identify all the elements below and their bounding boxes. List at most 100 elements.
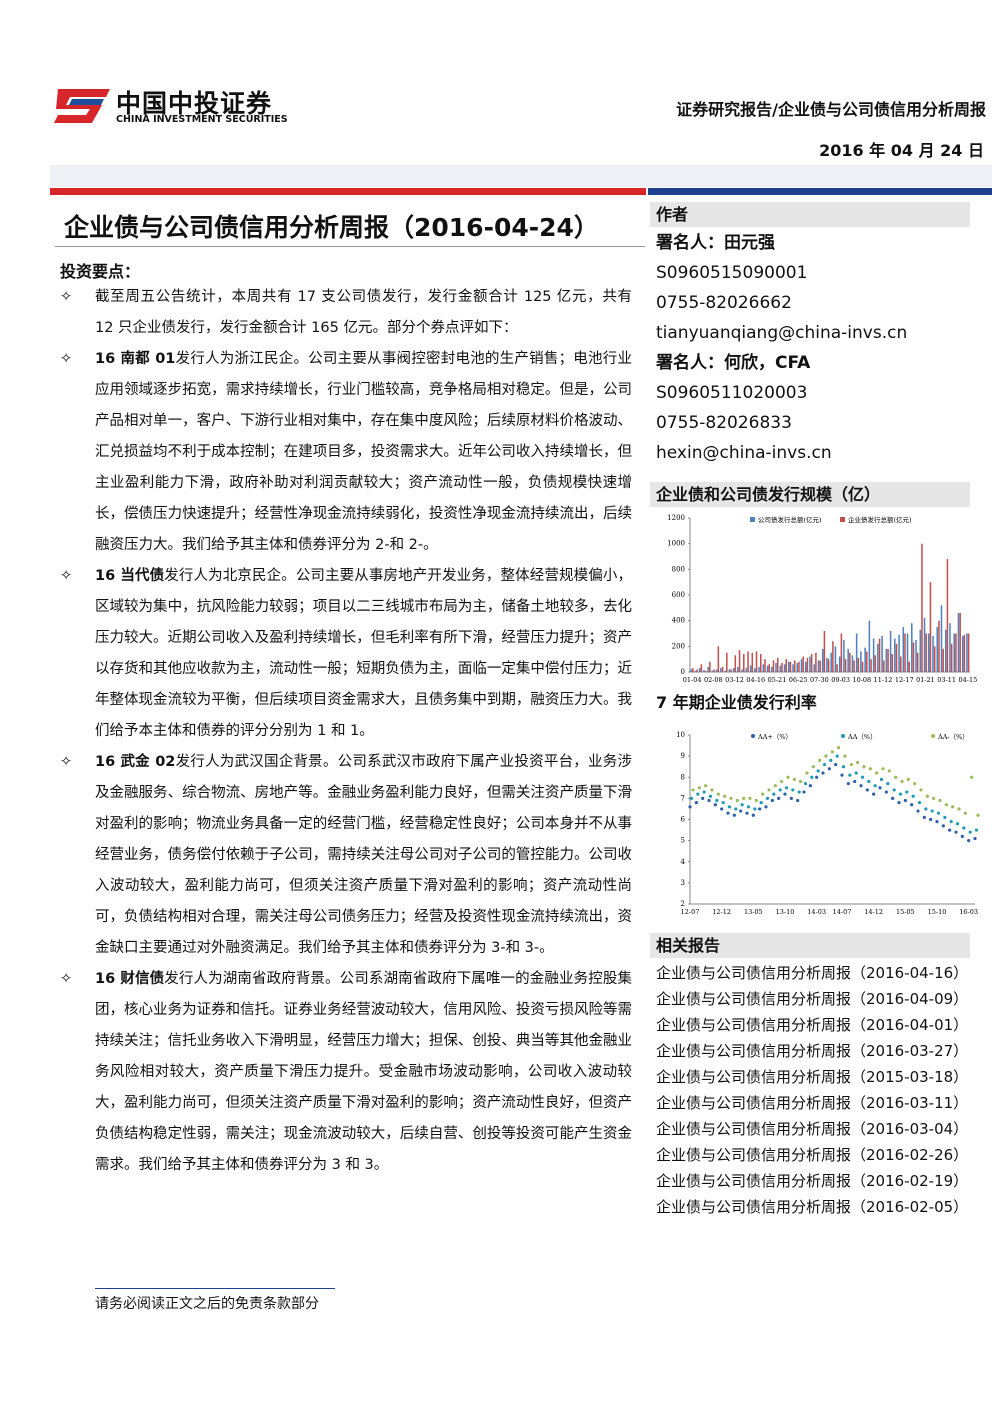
point [713, 803, 717, 807]
legend-label: 企业债发行总额(亿元) [848, 515, 912, 524]
point [957, 807, 961, 811]
point [778, 788, 782, 792]
bar [953, 633, 955, 672]
y-tick-label: 6 [681, 816, 686, 824]
point [786, 775, 790, 779]
author-phone: 0755-82026833 [656, 413, 792, 433]
y-tick-label: 1200 [667, 514, 685, 522]
point [919, 788, 923, 792]
point [796, 798, 800, 803]
bar [963, 634, 966, 672]
point [867, 779, 871, 784]
author-email: tianyuanqiang@china-invs.cn [656, 323, 908, 343]
bullet-lead: 16 南都 01 [95, 351, 176, 367]
bar [834, 646, 837, 672]
point [822, 762, 827, 767]
point [708, 794, 713, 798]
bar [788, 661, 790, 672]
point [951, 805, 955, 809]
point [721, 801, 725, 805]
bar [921, 543, 923, 672]
point [810, 775, 814, 779]
bar [844, 659, 847, 672]
bar [745, 668, 748, 672]
related-report: 企业债与公司债信用分析周报（2016-02-05） [656, 1198, 969, 1216]
point [694, 801, 698, 805]
author-name: 署名人：田元强 [656, 233, 775, 253]
y-tick-label: 9 [681, 752, 685, 760]
bar [967, 633, 970, 672]
bullet-symbol: ✧ [60, 568, 73, 584]
point [916, 809, 920, 813]
bar [766, 665, 769, 672]
point [740, 803, 744, 807]
bullet-text: 发行人为浙江民企。公司主要从事阀控密封电池的生产销售；电池行业应用领域逐步拓宽，… [95, 351, 632, 553]
footer-rule [95, 1288, 335, 1289]
bar [966, 633, 968, 672]
point [784, 786, 789, 790]
point [754, 798, 758, 803]
point [802, 790, 806, 794]
point [887, 769, 891, 773]
bar [815, 652, 817, 672]
related-reports: 企业债与公司债信用分析周报（2016-04-16） 企业债与公司债信用分析周报（2… [656, 960, 968, 1220]
y-tick-label: 800 [672, 565, 685, 573]
point [792, 777, 796, 781]
x-tick-label: 03-12 [725, 676, 744, 684]
bar [764, 659, 766, 672]
point [922, 815, 926, 819]
point [765, 796, 770, 800]
legend-swatch [751, 734, 755, 738]
point [879, 777, 884, 781]
bar [911, 623, 913, 672]
point [835, 754, 839, 758]
author-phone: 0755-82026662 [656, 293, 792, 313]
bar [703, 670, 705, 672]
bar [781, 663, 783, 672]
bar [775, 663, 777, 672]
point [732, 813, 736, 817]
point [808, 784, 812, 788]
point [955, 822, 960, 826]
bar [789, 661, 792, 672]
point [767, 788, 771, 792]
x-tick-label: 13-05 [744, 908, 763, 916]
bar [827, 659, 830, 672]
author-id: S0960515090001 [656, 263, 808, 283]
x-tick-label: 12-07 [681, 908, 700, 916]
bullet-lead: 16 财信债 [95, 971, 165, 987]
bar [713, 669, 715, 672]
bar [806, 657, 809, 672]
point [894, 775, 898, 779]
point [976, 813, 980, 817]
point [745, 811, 749, 815]
point [811, 765, 815, 769]
bar [832, 641, 834, 672]
point [860, 775, 865, 779]
point [742, 796, 746, 800]
bar [957, 612, 960, 672]
x-tick-label: 04-16 [746, 676, 765, 684]
bar [738, 650, 741, 672]
bar [755, 651, 758, 672]
bullet-text: 发行人为湖南省政府背景。公司系湖南省政府下属唯一的金融业务控股集团，核心业务为证… [95, 971, 632, 1173]
point [770, 798, 774, 803]
point [843, 754, 847, 758]
x-tick-label: 03-11 [937, 676, 956, 684]
point [941, 824, 945, 828]
x-tick-label: 14-07 [833, 908, 852, 916]
bar [933, 646, 936, 672]
bar [864, 647, 866, 672]
bar [792, 664, 794, 672]
point [815, 775, 819, 779]
point [818, 758, 822, 762]
bar [809, 656, 811, 672]
bar [919, 629, 922, 672]
point [758, 807, 762, 811]
bar [838, 656, 841, 672]
point [772, 792, 776, 796]
x-tick-label: 15-10 [928, 908, 947, 916]
y-tick-label: 0 [681, 668, 685, 676]
point [968, 830, 972, 834]
bar [758, 666, 760, 672]
